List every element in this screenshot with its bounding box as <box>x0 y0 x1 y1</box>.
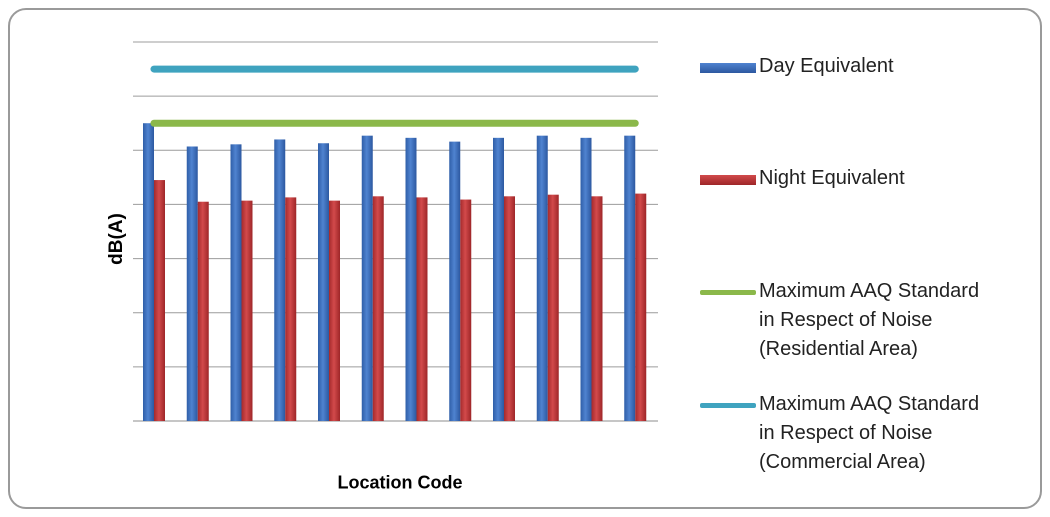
bar-group <box>143 123 647 422</box>
night-bar <box>416 197 428 421</box>
night-bar <box>547 194 559 421</box>
x-axis-label: Location Code <box>337 472 463 493</box>
night-bar <box>591 196 603 421</box>
legend-swatch-commercial <box>700 403 756 408</box>
standard-lines <box>150 65 639 127</box>
day-bar <box>580 137 592 421</box>
day-bar <box>143 123 154 421</box>
night-bar <box>197 201 209 421</box>
y-axis-label: dB(A) <box>106 213 127 265</box>
legend-swatch-day <box>700 63 756 73</box>
gridlines <box>133 41 658 422</box>
legend-label-day: Day Equivalent <box>759 55 894 77</box>
legend-label-commercial: Maximum AAQ Standard in Respect of Noise… <box>759 393 980 473</box>
legend-item-night: Night Equivalent <box>700 164 905 193</box>
night-bar <box>635 193 647 421</box>
day-bar <box>274 139 286 421</box>
night-bar <box>154 180 165 421</box>
night-bar <box>460 199 472 421</box>
legend-item-residential: Maximum AAQ Standard in Respect of Noise… <box>700 277 979 364</box>
legend-item-day: Day Equivalent <box>700 52 894 81</box>
day-bar <box>624 135 636 421</box>
night-bar <box>329 200 340 421</box>
day-bar <box>361 135 373 421</box>
day-bar <box>230 144 242 421</box>
night-bar <box>241 200 253 421</box>
day-bar <box>536 135 548 421</box>
day-bar <box>449 141 461 421</box>
legend-swatch-residential <box>700 290 756 295</box>
legend-label-night: Night Equivalent <box>759 167 905 189</box>
night-bar <box>504 196 515 421</box>
day-bar <box>405 137 417 421</box>
day-bar <box>493 137 504 421</box>
night-bar <box>285 197 297 421</box>
legend-label-residential: Maximum AAQ Standard in Respect of Noise… <box>759 280 980 360</box>
legend-swatch-night <box>700 175 756 185</box>
night-bar <box>372 196 384 421</box>
day-bar <box>186 146 198 421</box>
legend-item-commercial: Maximum AAQ Standard in Respect of Noise… <box>700 390 979 477</box>
day-bar <box>318 143 329 422</box>
